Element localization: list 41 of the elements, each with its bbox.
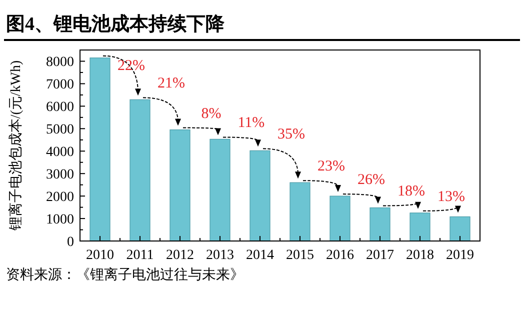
annotation: 22%	[117, 58, 145, 74]
annotation: 13%	[437, 188, 465, 205]
x-tick-label: 2012	[166, 248, 194, 263]
bar	[210, 138, 230, 242]
annotation: 23%	[317, 158, 345, 175]
bar	[130, 99, 150, 242]
annotation: 35%	[277, 126, 305, 143]
chart-title: 图4、锂电池成本持续下降	[6, 13, 226, 35]
annotation: 11%	[238, 115, 265, 132]
y-tick-label: 3000	[46, 168, 74, 183]
x-tick-label: 2017	[366, 248, 394, 263]
y-tick-label: 4000	[46, 145, 74, 160]
bar	[370, 207, 390, 242]
annotation: 8%	[201, 106, 222, 122]
y-axis-title: 锂离子电池包成本/(元/kWh)	[8, 60, 24, 232]
y-tick-label: 0	[67, 235, 74, 250]
y-tick-label: 5000	[46, 122, 74, 138]
bar	[410, 212, 430, 242]
x-tick-label: 2018	[406, 248, 434, 263]
y-tick-label: 2000	[46, 190, 74, 206]
x-tick-label: 2015	[286, 248, 314, 263]
bar	[290, 182, 310, 242]
annotation: 21%	[157, 76, 185, 92]
x-tick-label: 2013	[206, 248, 234, 263]
x-tick-label: 2014	[246, 248, 274, 263]
x-tick-label: 2010	[86, 248, 114, 263]
bar	[250, 150, 270, 242]
annotation: 18%	[397, 184, 425, 200]
bar	[450, 216, 470, 242]
bar	[330, 196, 350, 242]
text: 资料来源：《锂离子电池过往与未来》	[6, 267, 244, 283]
x-tick-label: 2016	[326, 248, 354, 263]
y-tick-label: 1000	[46, 212, 74, 228]
y-tick-label: 6000	[46, 100, 74, 116]
bar	[170, 129, 190, 242]
y-tick-label: 7000	[46, 78, 74, 93]
bar	[90, 58, 110, 242]
x-tick-label: 2019	[446, 248, 474, 263]
x-tick-label: 2011	[126, 248, 154, 263]
annotation: 26%	[357, 172, 385, 188]
y-tick-label: 8000	[46, 55, 74, 70]
